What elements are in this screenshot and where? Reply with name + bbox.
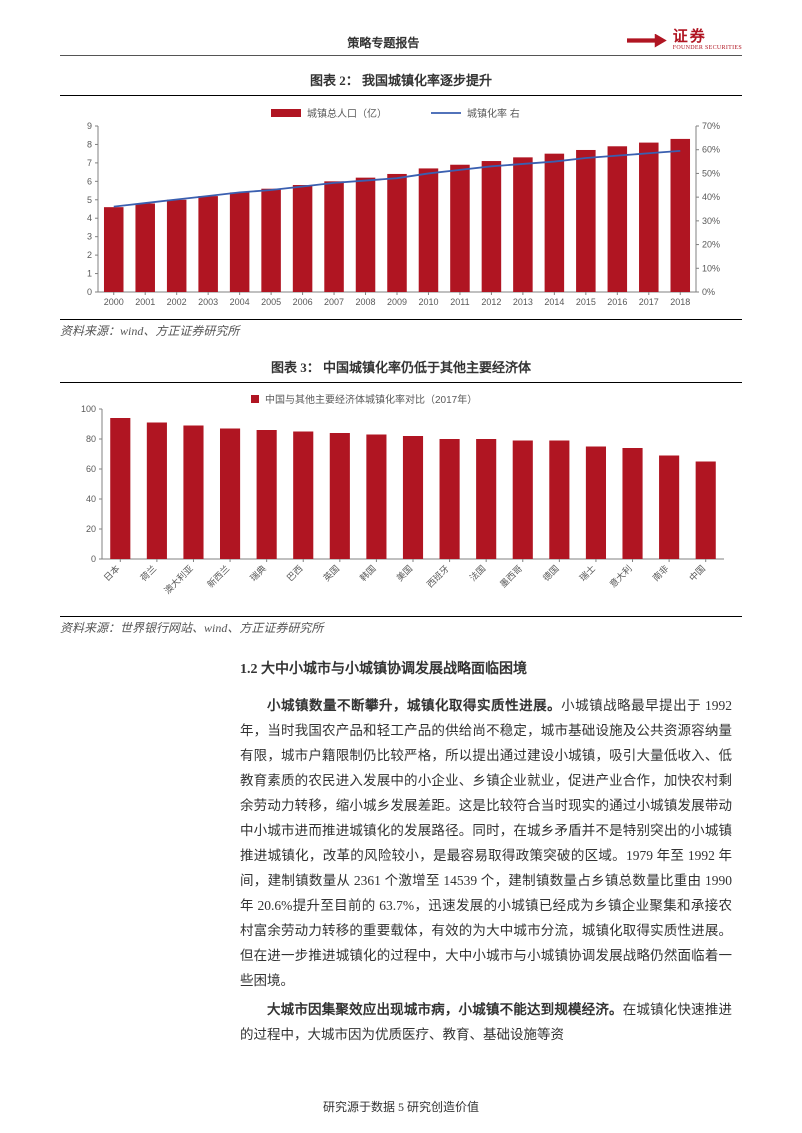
svg-text:20: 20 [86, 524, 96, 534]
svg-text:2001: 2001 [135, 297, 155, 307]
svg-text:瑞士: 瑞士 [577, 563, 598, 584]
chart1-title: 图表 2： 我国城镇化率逐步提升 [60, 70, 742, 89]
svg-text:40: 40 [86, 494, 96, 504]
para1-bold: 小城镇数量不断攀升，城镇化取得实质性进展。 [267, 698, 561, 713]
body-text: 1.2 大中小城市与小城镇协调发展战略面临困境 小城镇数量不断攀升，城镇化取得实… [240, 658, 732, 1048]
svg-text:0: 0 [87, 287, 92, 297]
svg-text:澳大利亚: 澳大利亚 [162, 563, 195, 596]
chart1-svg: 0 1 2 3 4 5 6 7 8 9 0% 10% 20% 30% 40% 50% 60% 70% 2000 200… [66, 102, 736, 312]
chart2-title: 图表 3： 中国城镇化率仍低于其他主要经济体 [60, 357, 742, 376]
svg-text:2014: 2014 [544, 297, 564, 307]
svg-text:2005: 2005 [261, 297, 281, 307]
logo-text-cn: 证券 [673, 30, 707, 45]
svg-text:2004: 2004 [230, 297, 250, 307]
chart2-container: 0 20 40 60 80 100 日本荷兰澳大利亚新西兰瑞典巴西英国韩国美国西班牙法国墨西… [60, 382, 742, 617]
page-header: 策略专题报告 证券 FOUNDER SECURITIES [60, 30, 742, 56]
paragraph-1: 小城镇数量不断攀升，城镇化取得实质性进展。小城镇战略最早提出于 1992 年，当… [240, 694, 732, 994]
svg-text:2: 2 [87, 250, 92, 260]
chart1-source: 资料来源：wind、方正证券研究所 [60, 322, 742, 339]
svg-text:10%: 10% [702, 263, 720, 273]
svg-text:60%: 60% [702, 145, 720, 155]
svg-text:南非: 南非 [650, 563, 671, 584]
logo: 证券 FOUNDER SECURITIES [627, 30, 742, 51]
svg-text:9: 9 [87, 121, 92, 131]
svg-text:意大利: 意大利 [607, 563, 634, 590]
svg-text:0%: 0% [702, 287, 715, 297]
svg-text:瑞典: 瑞典 [248, 563, 269, 584]
svg-text:美国: 美国 [394, 563, 415, 584]
chart1-container: 0 1 2 3 4 5 6 7 8 9 0% 10% 20% 30% 40% 50% 60% 70% 2000 200… [60, 95, 742, 320]
svg-text:2000: 2000 [104, 297, 124, 307]
svg-text:2010: 2010 [418, 297, 438, 307]
svg-text:80: 80 [86, 434, 96, 444]
svg-text:法国: 法国 [467, 563, 488, 584]
svg-text:2013: 2013 [513, 297, 533, 307]
svg-text:60: 60 [86, 464, 96, 474]
svg-text:50%: 50% [702, 168, 720, 178]
svg-text:新西兰: 新西兰 [205, 563, 232, 590]
svg-text:20%: 20% [702, 240, 720, 250]
svg-text:城镇化率 右: 城镇化率 右 [467, 107, 520, 120]
svg-text:2008: 2008 [356, 297, 376, 307]
svg-text:5: 5 [87, 195, 92, 205]
svg-text:日本: 日本 [101, 563, 122, 584]
svg-text:墨西哥: 墨西哥 [498, 563, 524, 589]
svg-text:4: 4 [87, 213, 92, 223]
svg-text:2018: 2018 [670, 297, 690, 307]
svg-text:100: 100 [81, 404, 96, 414]
svg-text:中国: 中国 [687, 563, 708, 584]
chart2-source: 资料来源：世界银行网站、wind、方正证券研究所 [60, 619, 742, 636]
svg-text:2015: 2015 [576, 297, 596, 307]
svg-text:2012: 2012 [481, 297, 501, 307]
svg-text:0: 0 [91, 554, 96, 564]
svg-text:2002: 2002 [167, 297, 187, 307]
svg-text:7: 7 [87, 158, 92, 168]
svg-text:40%: 40% [702, 192, 720, 202]
section-heading: 1.2 大中小城市与小城镇协调发展战略面临困境 [240, 658, 732, 678]
svg-text:韩国: 韩国 [357, 563, 378, 584]
svg-text:德国: 德国 [540, 563, 561, 584]
svg-text:2007: 2007 [324, 297, 344, 307]
svg-text:6: 6 [87, 176, 92, 186]
svg-text:荷兰: 荷兰 [138, 563, 159, 584]
para1-body: 小城镇战略最早提出于 1992 年，当时我国农产品和轻工产品的供给尚不稳定，城市… [240, 698, 732, 988]
page-footer: 研究源于数据 5 研究创造价值 [0, 1098, 802, 1115]
svg-text:2006: 2006 [293, 297, 313, 307]
svg-text:2003: 2003 [198, 297, 218, 307]
chart2-svg: 0 20 40 60 80 100 日本荷兰澳大利亚新西兰瑞典巴西英国韩国美国西班牙法国墨西… [66, 389, 736, 609]
svg-text:2017: 2017 [639, 297, 659, 307]
svg-text:30%: 30% [702, 216, 720, 226]
svg-text:8: 8 [87, 139, 92, 149]
svg-text:巴西: 巴西 [285, 563, 305, 583]
svg-text:2016: 2016 [607, 297, 627, 307]
svg-text:中国与其他主要经济体城镇化率对比（2017年）: 中国与其他主要经济体城镇化率对比（2017年） [265, 393, 477, 406]
svg-text:70%: 70% [702, 121, 720, 131]
logo-text-en: FOUNDER SECURITIES [673, 45, 742, 51]
svg-text:2011: 2011 [450, 297, 469, 307]
svg-text:英国: 英国 [321, 563, 342, 584]
svg-text:3: 3 [87, 232, 92, 242]
svg-text:西班牙: 西班牙 [424, 563, 451, 590]
header-title: 策略专题报告 [60, 34, 627, 51]
para2-bold: 大城市因集聚效应出现城市病，小城镇不能达到规模经济。 [267, 1002, 623, 1017]
svg-text:城镇总人口（亿）: 城镇总人口（亿） [307, 107, 387, 120]
svg-text:1: 1 [87, 269, 92, 279]
logo-arrow-icon [627, 34, 667, 48]
paragraph-2: 大城市因集聚效应出现城市病，小城镇不能达到规模经济。在城镇化快速推进的过程中，大… [240, 998, 732, 1048]
svg-text:2009: 2009 [387, 297, 407, 307]
